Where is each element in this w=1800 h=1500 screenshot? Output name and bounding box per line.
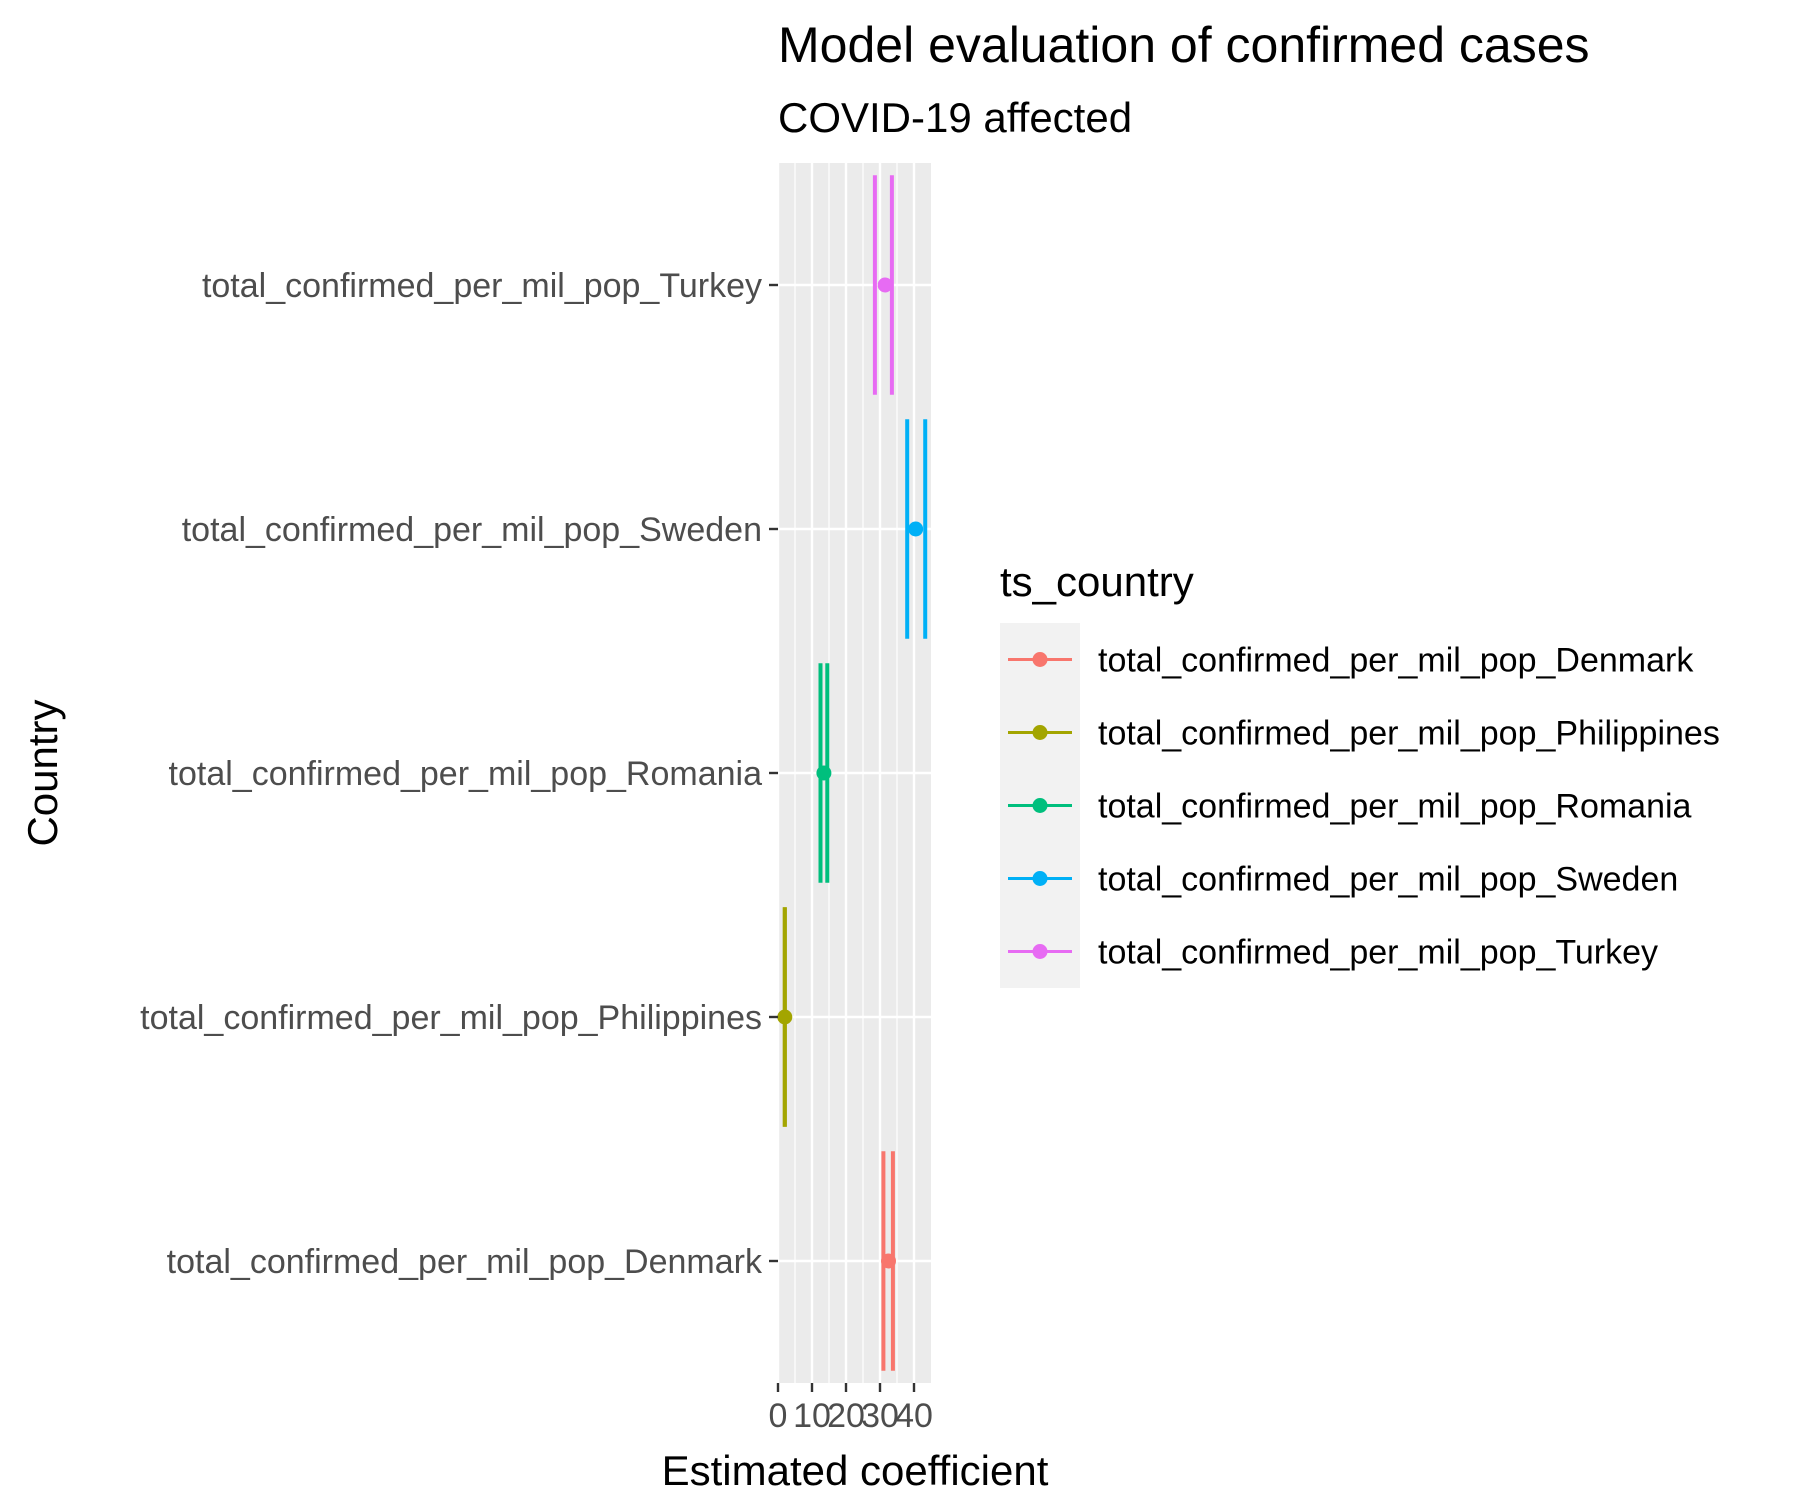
x-axis-title: Estimated coefficient [662, 1447, 1049, 1494]
chart-subtitle: COVID-19 affected [778, 94, 1132, 141]
estimate-point [777, 1009, 793, 1025]
y-axis-title: Country [19, 699, 66, 846]
x-tick-label: 40 [895, 1397, 933, 1435]
y-tick-label: total_confirmed_per_mil_pop_Denmark [167, 1243, 763, 1281]
legend-key-point [1032, 798, 1048, 813]
legend-key-point [1032, 652, 1048, 667]
y-tick-label: total_confirmed_per_mil_pop_Romania [169, 755, 763, 793]
legend-title: ts_country [1000, 558, 1194, 605]
y-tick-label: total_confirmed_per_mil_pop_Sweden [182, 511, 762, 549]
y-axis: total_confirmed_per_mil_pop_Denmark total… [140, 267, 778, 1281]
legend-key-point [1032, 725, 1048, 740]
x-tick-label: 30 [861, 1397, 899, 1435]
legend-label: total_confirmed_per_mil_pop_Turkey [1098, 934, 1658, 972]
legend: ts_country total_confirmed_per_mil_pop_D… [1000, 558, 1720, 988]
legend-label: total_confirmed_per_mil_pop_Sweden [1098, 861, 1678, 899]
x-tick-label: 20 [827, 1397, 865, 1435]
x-tick-label: 10 [793, 1397, 831, 1435]
estimate-point [816, 765, 832, 781]
estimate-point [877, 277, 893, 293]
estimate-point [908, 521, 924, 537]
legend-label: total_confirmed_per_mil_pop_Denmark [1098, 642, 1694, 680]
data-marks [777, 175, 928, 1371]
x-tick-label: 0 [769, 1397, 788, 1435]
legend-label: total_confirmed_per_mil_pop_Philippines [1098, 715, 1720, 753]
legend-key-point [1032, 871, 1048, 886]
y-tick-label: total_confirmed_per_mil_pop_Turkey [202, 267, 762, 305]
y-tick-label: total_confirmed_per_mil_pop_Philippines [140, 999, 762, 1037]
grid-major [776, 163, 931, 1383]
legend-key-point [1032, 944, 1048, 959]
chart-title: Model evaluation of confirmed cases [778, 17, 1590, 73]
estimate-point [881, 1253, 896, 1269]
legend-label: total_confirmed_per_mil_pop_Romania [1098, 788, 1692, 826]
